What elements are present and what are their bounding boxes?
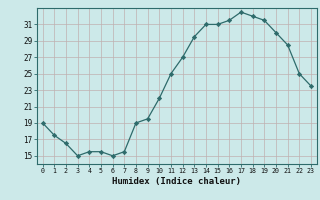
X-axis label: Humidex (Indice chaleur): Humidex (Indice chaleur) <box>112 177 241 186</box>
